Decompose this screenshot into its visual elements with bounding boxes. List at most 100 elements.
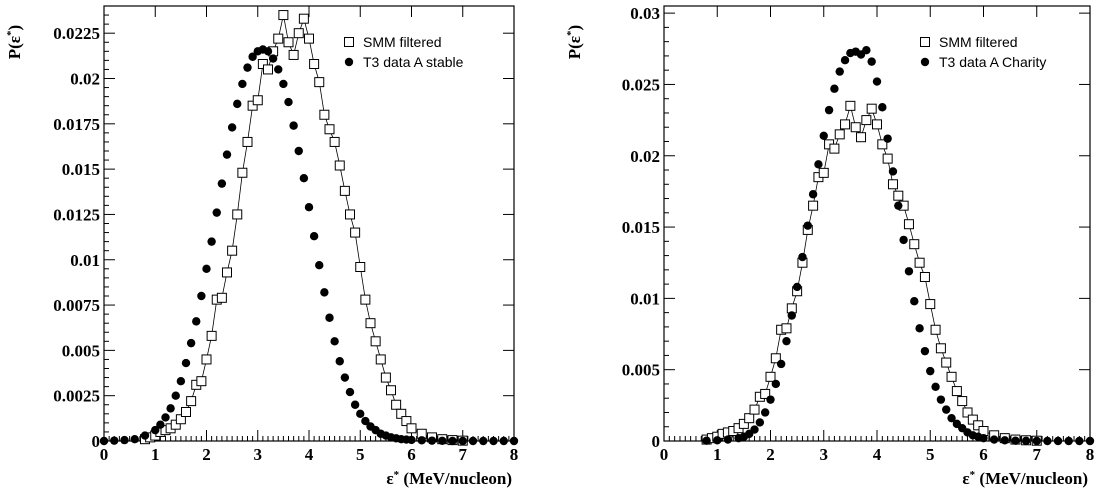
data-point-circle: [325, 313, 334, 322]
data-point-square: [170, 419, 181, 430]
right-y-axis-ticks: 0 0.005 0.01 0.015 0.02 0.025 0.03: [622, 4, 1090, 451]
data-point-circle: [207, 237, 216, 246]
data-point-square: [882, 153, 893, 164]
data-point-square: [329, 136, 340, 147]
data-point-circle: [320, 288, 329, 297]
data-point-circle: [942, 405, 951, 414]
data-point-square: [273, 33, 284, 44]
y-tick-label: 0.025: [622, 75, 660, 94]
data-point-square: [345, 209, 355, 220]
data-point-square: [770, 353, 781, 364]
data-point-circle: [356, 409, 365, 419]
data-point-square: [903, 219, 914, 230]
right-series-lines: [706, 104, 1037, 442]
y-tick-label: 0.015: [62, 160, 100, 179]
data-point-square: [914, 257, 925, 268]
data-point-circle: [212, 208, 221, 217]
data-point-circle: [713, 436, 722, 445]
data-point-circle: [274, 65, 283, 74]
data-point-square: [196, 376, 207, 387]
data-point-circle: [814, 160, 823, 169]
data-point-circle: [130, 434, 139, 444]
data-point-square: [845, 100, 856, 111]
series-line-1: [706, 104, 1037, 442]
data-point-circle: [197, 291, 206, 301]
data-point-square: [181, 407, 191, 417]
data-point-circle: [1085, 436, 1095, 446]
data-point-square: [324, 124, 335, 135]
data-point-circle: [438, 436, 447, 446]
data-point-circle: [750, 425, 759, 434]
left-x-axis-ticks: 0 1 2 3 4 5 6 7 8: [100, 6, 519, 464]
series-line-1: [144, 15, 463, 441]
data-point-square: [765, 371, 776, 382]
y-tick-label: 0.0175: [53, 115, 100, 134]
data-point-square: [365, 318, 376, 329]
data-point-circle: [1043, 436, 1052, 446]
data-point-circle: [263, 47, 273, 56]
data-point-circle: [110, 436, 119, 445]
x-tick-label: 8: [510, 445, 519, 464]
data-point-circle: [702, 436, 711, 445]
data-point-square: [206, 330, 217, 341]
data-point-circle: [931, 382, 940, 392]
right-series-marks: [701, 46, 1095, 446]
data-point-circle: [171, 391, 180, 400]
data-point-circle: [427, 436, 437, 445]
data-point-circle: [233, 99, 242, 109]
data-point-circle: [766, 395, 775, 404]
y-tick-label: 0: [652, 432, 661, 451]
y-tick-label: 0.01: [70, 251, 100, 270]
x-tick-label: 6: [979, 445, 988, 464]
data-point-circle: [222, 150, 232, 159]
data-point-circle: [1075, 436, 1084, 446]
data-point-circle: [181, 358, 191, 368]
y-tick-label: 0.005: [62, 341, 100, 360]
data-point-square: [866, 103, 877, 114]
data-point-square: [380, 372, 391, 383]
data-point-circle: [835, 67, 844, 76]
y-tick-label: 0.0025: [53, 387, 100, 406]
data-point-circle: [808, 190, 818, 199]
data-point-square: [309, 59, 320, 69]
data-point-square: [935, 343, 946, 354]
x-tick-label: 3: [254, 445, 263, 464]
data-point-square: [941, 357, 952, 368]
data-point-circle: [294, 146, 303, 156]
data-point-circle: [787, 311, 796, 320]
x-tick-label: 7: [1033, 445, 1042, 464]
x-tick-label: 0: [660, 445, 669, 464]
right-y-axis-label: P(ε*): [565, 25, 584, 59]
y-tick-label: 0.03: [630, 4, 660, 23]
data-point-circle: [345, 387, 355, 397]
x-tick-label: 1: [713, 445, 722, 464]
data-point-circle: [304, 202, 314, 212]
y-tick-label: 0.02: [70, 70, 100, 89]
right-plot-frame: [663, 5, 1091, 442]
y-tick-label: 0.02: [630, 147, 660, 166]
data-point-square: [186, 396, 197, 407]
x-tick-label: 3: [820, 445, 829, 464]
data-point-square: [818, 167, 829, 178]
data-point-circle: [894, 201, 903, 210]
data-point-circle: [989, 435, 999, 444]
data-point-circle: [243, 63, 252, 72]
data-point-square: [829, 143, 840, 154]
data-point-square: [781, 323, 792, 334]
data-point-circle: [217, 179, 227, 188]
data-point-circle: [899, 235, 908, 245]
data-point-circle: [284, 97, 293, 107]
data-point-square: [850, 122, 861, 133]
data-point-circle: [1011, 436, 1020, 445]
data-point-circle: [335, 357, 344, 366]
data-point-circle: [947, 413, 956, 423]
data-point-circle: [872, 77, 882, 86]
left-series-marks: [99, 10, 519, 446]
data-point-square: [391, 399, 402, 410]
data-point-square: [237, 167, 248, 178]
data-point-square: [973, 420, 984, 431]
data-point-circle: [468, 436, 478, 446]
data-point-square: [319, 109, 330, 120]
